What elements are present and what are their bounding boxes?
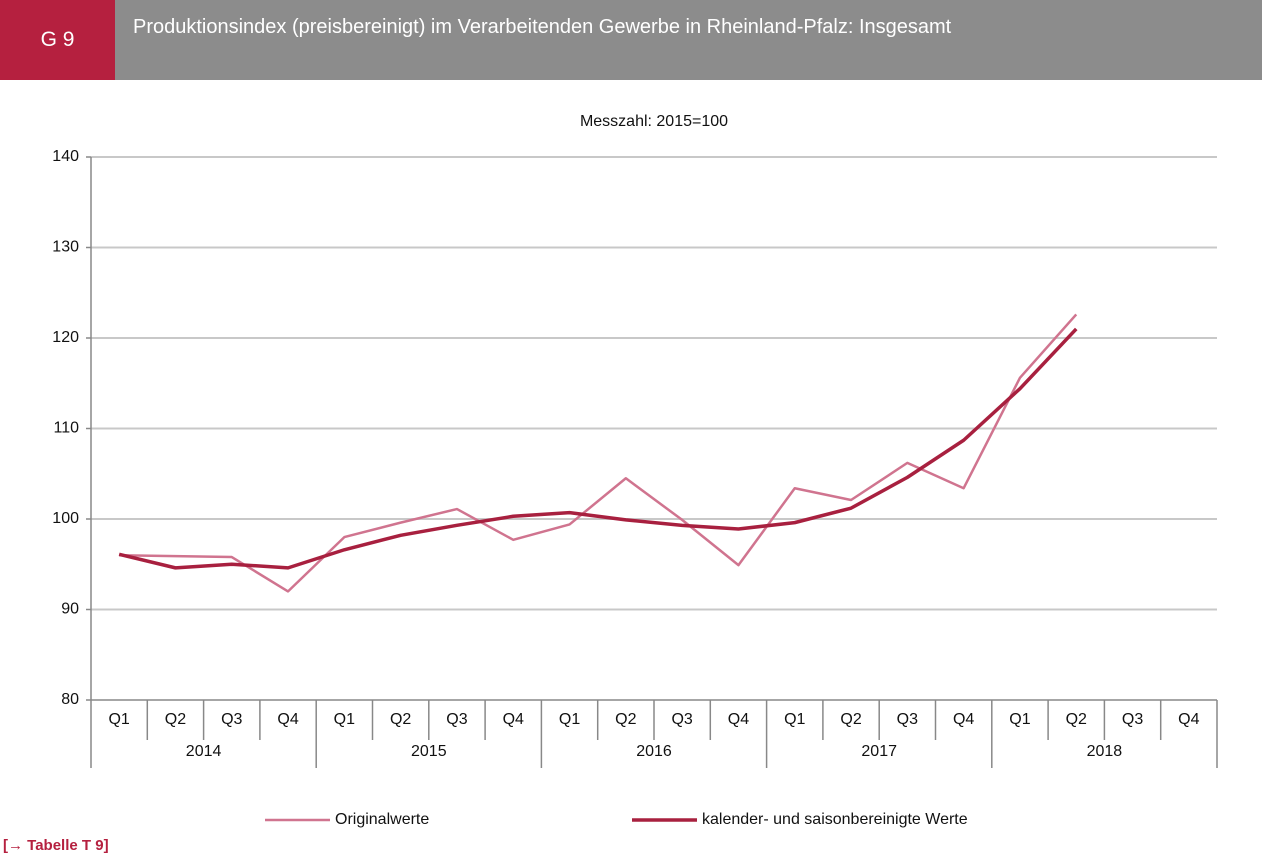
y-tick-label: 130 [52,239,79,256]
x-tick-label: Q2 [390,711,411,728]
x-tick-label: Q3 [1122,711,1143,728]
x-tick-label: Q3 [221,711,242,728]
x-tick-label: Q1 [784,711,805,728]
x-tick-label: Q1 [1009,711,1030,728]
y-tick-label: 100 [52,510,79,527]
x-group-label: 2015 [411,743,447,760]
series-line [119,313,1078,593]
legend-label: Originalwerte [335,811,429,828]
header-bar: G 9 Produktionsindex (preisbereinigt) im… [0,0,1262,80]
x-group-label: 2017 [861,743,897,760]
y-tick-label: 90 [61,601,79,618]
x-tick-label: Q2 [615,711,636,728]
x-tick-label: Q4 [503,711,524,728]
y-tick-label: 80 [61,691,79,708]
figure-code: G 9 [0,0,115,80]
x-tick-label: Q1 [108,711,129,728]
x-tick-label: Q4 [1178,711,1199,728]
x-group-label: 2018 [1087,743,1123,760]
x-tick-label: Q2 [840,711,861,728]
x-tick-label: Q3 [897,711,918,728]
x-tick-label: Q4 [277,711,298,728]
x-group-label: 2014 [186,743,222,760]
x-group-label: 2016 [636,743,672,760]
x-tick-label: Q3 [671,711,692,728]
x-tick-label: Q1 [334,711,355,728]
chart-subtitle: Messzahl: 2015=100 [580,113,728,130]
y-tick-label: 110 [53,420,79,437]
table-link[interactable]: [→ Tabelle T 9] [3,837,109,854]
y-tick-label: 120 [52,329,79,346]
x-tick-label: Q4 [728,711,749,728]
x-tick-label: Q1 [559,711,580,728]
x-tick-label: Q4 [953,711,974,728]
chart-title: Produktionsindex (preisbereinigt) im Ver… [133,16,952,38]
x-tick-label: Q2 [165,711,186,728]
series-line [118,327,1078,570]
x-tick-label: Q3 [446,711,467,728]
chart: Messzahl: 2015=100 80 90 100 110 120 130 140 Q1… [52,113,1218,828]
y-tick-label: 140 [52,148,79,165]
x-tick-label: Q2 [1066,711,1087,728]
legend-label: kalender- und saisonbereinigte Werte [702,811,968,828]
